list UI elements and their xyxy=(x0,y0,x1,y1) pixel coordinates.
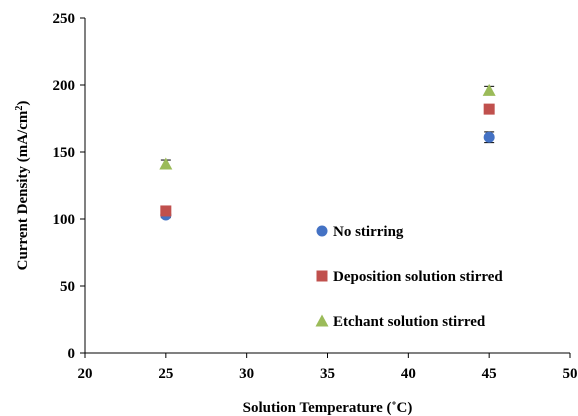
tick-labels: 0 50 100 150 200 250 20 25 30 35 40 45 50 xyxy=(53,11,578,382)
y-axis-title-sup: 2 xyxy=(14,106,25,111)
axes xyxy=(80,17,571,358)
y-tick-label: 150 xyxy=(53,145,76,161)
x-tick-label: 45 xyxy=(482,366,497,382)
y-axis-title-end: ) xyxy=(15,101,31,106)
y-tick-label: 50 xyxy=(60,279,75,295)
y-axis-title: Current Density (mA/cm2) xyxy=(14,101,32,271)
x-tick-label: 50 xyxy=(563,366,578,382)
legend: No stirring Deposition solution stirred Et… xyxy=(315,224,503,330)
data-point-triangle xyxy=(482,83,496,96)
legend-marker-triangle xyxy=(315,314,329,327)
legend-label: Etchant solution stirred xyxy=(333,314,486,330)
data-point-triangle xyxy=(159,157,173,170)
data-point-square xyxy=(160,205,172,217)
legend-marker-square xyxy=(316,270,328,282)
y-tick-label: 100 xyxy=(53,212,76,228)
x-tick-label: 30 xyxy=(239,366,254,382)
x-axis-title: Solution Temperature (˚C) xyxy=(243,400,413,416)
y-tick-label: 200 xyxy=(53,78,76,94)
legend-marker-circle xyxy=(316,225,328,237)
x-tick-label: 20 xyxy=(78,366,93,382)
data-point-square xyxy=(483,103,495,115)
legend-label: No stirring xyxy=(333,224,404,240)
y-tick-label: 0 xyxy=(68,346,76,362)
x-tick-label: 25 xyxy=(158,366,173,382)
x-tick-label: 35 xyxy=(320,366,335,382)
data-marks xyxy=(159,83,496,221)
legend-label: Deposition solution stirred xyxy=(333,269,503,285)
x-tick-label: 40 xyxy=(401,366,416,382)
y-axis-title-main: Current Density (mA/cm xyxy=(15,110,31,270)
y-tick-label: 250 xyxy=(53,11,76,27)
data-point-circle xyxy=(483,131,495,143)
